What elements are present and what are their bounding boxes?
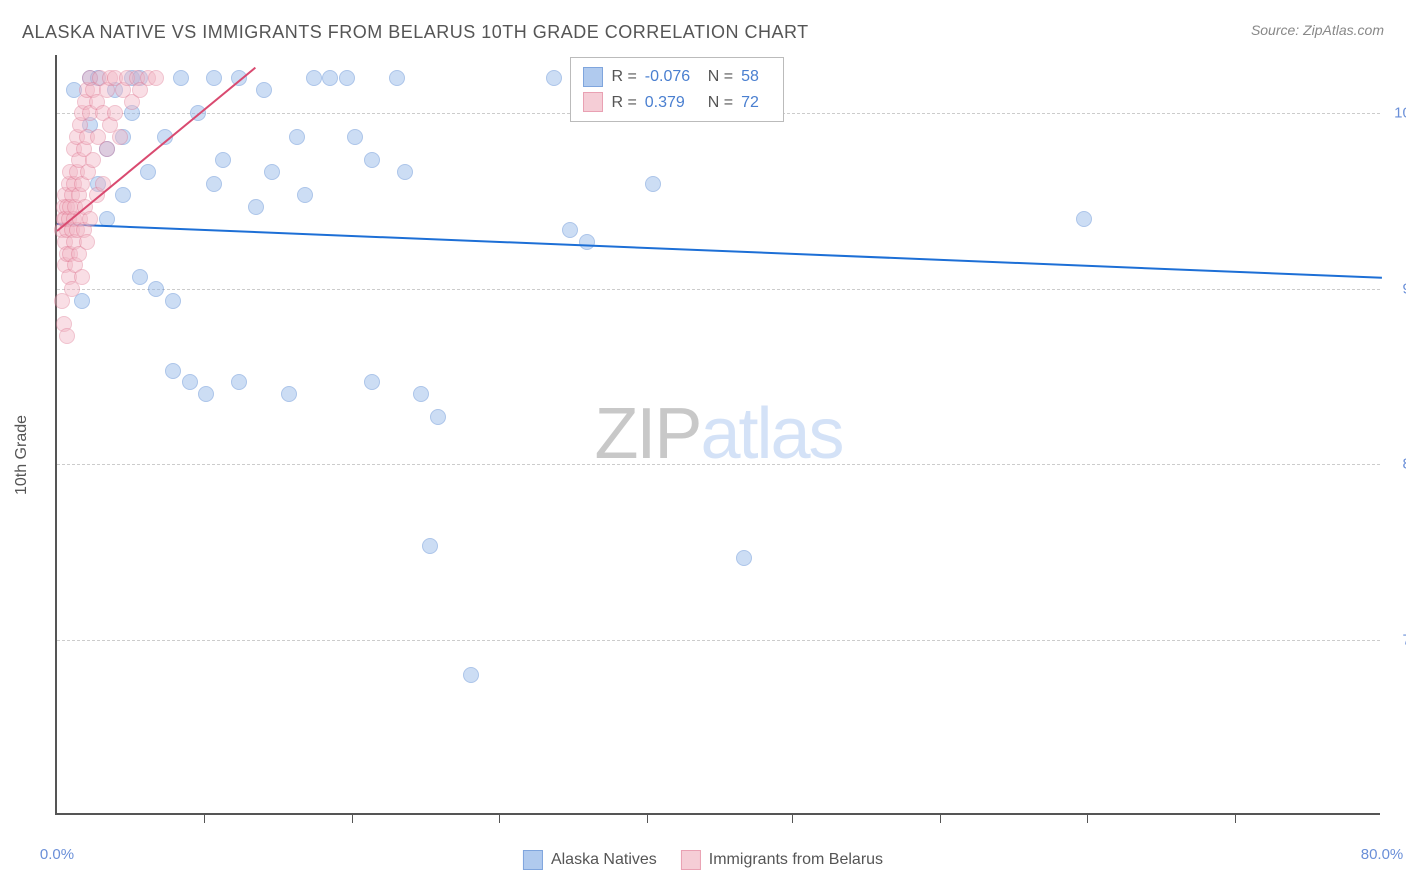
scatter-point <box>165 293 181 309</box>
source-attribution: Source: ZipAtlas.com <box>1251 22 1384 38</box>
scatter-point <box>256 82 272 98</box>
scatter-point <box>364 152 380 168</box>
x-tick <box>940 813 941 823</box>
scatter-point <box>198 386 214 402</box>
scatter-point <box>148 281 164 297</box>
scatter-point <box>59 328 75 344</box>
x-tick <box>1087 813 1088 823</box>
scatter-point <box>215 152 231 168</box>
info-row: R = -0.076 N = 58 <box>583 64 771 90</box>
scatter-point <box>231 374 247 390</box>
scatter-point <box>430 409 446 425</box>
legend-label-belarus: Immigrants from Belarus <box>709 851 883 869</box>
scatter-point <box>289 129 305 145</box>
x-tick <box>352 813 353 823</box>
correlation-info-box: R = -0.076 N = 58 R = 0.379 N = 72 <box>570 57 784 122</box>
gridline <box>57 640 1380 641</box>
y-tick-label: 100.0% <box>1385 105 1406 122</box>
scatter-point <box>322 70 338 86</box>
scatter-point <box>1076 211 1092 227</box>
scatter-point <box>297 187 313 203</box>
plot-area: ZIPatlas 77.5%85.0%92.5%100.0%0.0%80.0%R… <box>55 55 1380 815</box>
scatter-point <box>74 269 90 285</box>
info-row: R = 0.379 N = 72 <box>583 90 771 116</box>
gridline <box>57 289 1380 290</box>
r-label: R = <box>611 90 636 116</box>
y-tick-label: 92.5% <box>1385 280 1406 297</box>
r-value: 0.379 <box>645 90 700 116</box>
y-tick-label: 77.5% <box>1385 631 1406 648</box>
r-value: -0.076 <box>645 64 700 90</box>
x-tick-label: 80.0% <box>1361 846 1404 863</box>
scatter-point <box>82 211 98 227</box>
scatter-point <box>112 129 128 145</box>
scatter-point <box>165 363 181 379</box>
scatter-point <box>562 222 578 238</box>
scatter-point <box>736 550 752 566</box>
scatter-point <box>140 164 156 180</box>
legend-swatch-alaska <box>523 850 543 870</box>
info-swatch <box>583 92 603 112</box>
scatter-point <box>645 176 661 192</box>
scatter-point <box>463 667 479 683</box>
scatter-point <box>347 129 363 145</box>
scatter-point <box>85 152 101 168</box>
legend-swatch-belarus <box>681 850 701 870</box>
scatter-point <box>264 164 280 180</box>
scatter-point <box>132 269 148 285</box>
legend-item-belarus: Immigrants from Belarus <box>681 850 883 870</box>
scatter-point <box>248 199 264 215</box>
n-value: 58 <box>741 64 771 90</box>
trend-line <box>57 223 1382 279</box>
scatter-point <box>148 70 164 86</box>
x-tick <box>792 813 793 823</box>
scatter-point <box>182 374 198 390</box>
watermark-atlas: atlas <box>700 394 842 474</box>
gridline <box>57 464 1380 465</box>
legend-item-alaska: Alaska Natives <box>523 850 657 870</box>
r-label: R = <box>611 64 636 90</box>
scatter-point <box>306 70 322 86</box>
n-label: N = <box>708 90 733 116</box>
scatter-point <box>79 234 95 250</box>
scatter-point <box>422 538 438 554</box>
scatter-point <box>173 70 189 86</box>
n-value: 72 <box>741 90 771 116</box>
scatter-point <box>281 386 297 402</box>
x-tick <box>1235 813 1236 823</box>
scatter-point <box>115 187 131 203</box>
scatter-point <box>397 164 413 180</box>
scatter-point <box>364 374 380 390</box>
watermark-zip: ZIP <box>594 394 700 474</box>
x-tick <box>647 813 648 823</box>
chart-container: ALASKA NATIVE VS IMMIGRANTS FROM BELARUS… <box>0 0 1406 892</box>
scatter-point <box>206 176 222 192</box>
scatter-point <box>579 234 595 250</box>
scatter-point <box>206 70 222 86</box>
legend-label-alaska: Alaska Natives <box>551 851 657 869</box>
chart-title: ALASKA NATIVE VS IMMIGRANTS FROM BELARUS… <box>22 22 809 43</box>
x-tick-label: 0.0% <box>40 846 74 863</box>
y-axis-label: 10th Grade <box>13 415 31 495</box>
watermark: ZIPatlas <box>594 393 842 475</box>
bottom-legend: Alaska Natives Immigrants from Belarus <box>523 850 883 870</box>
scatter-point <box>389 70 405 86</box>
n-label: N = <box>708 64 733 90</box>
scatter-point <box>107 105 123 121</box>
scatter-point <box>339 70 355 86</box>
x-tick <box>499 813 500 823</box>
info-swatch <box>583 67 603 87</box>
y-tick-label: 85.0% <box>1385 456 1406 473</box>
scatter-point <box>99 141 115 157</box>
scatter-point <box>413 386 429 402</box>
scatter-point <box>546 70 562 86</box>
x-tick <box>204 813 205 823</box>
